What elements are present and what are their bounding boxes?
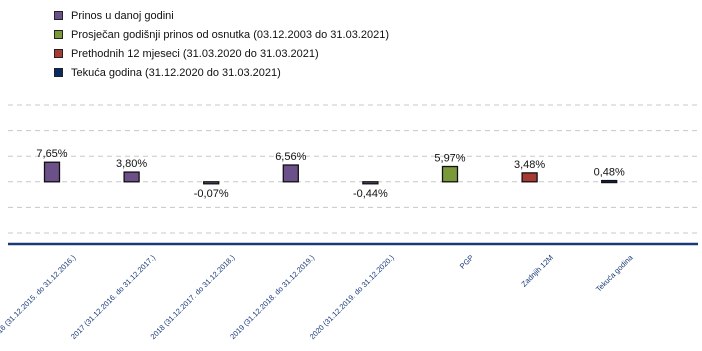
data-label: 3,48%	[514, 159, 545, 171]
data-label: 7,65%	[36, 148, 67, 160]
category-label: 2017 (31.12.2016. do 31.12.2017.)	[69, 253, 157, 341]
category-label: PGP	[458, 253, 476, 271]
chart-legend: Prinos u danoj godini Prosječan godišnji …	[54, 6, 389, 82]
category-label: Zadnjih 12M	[519, 253, 555, 289]
legend-label: Prethodnih 12 mjeseci (31.03.2020 do 31.…	[71, 47, 319, 60]
bar	[441, 165, 459, 183]
bar	[521, 172, 538, 183]
legend-item: Prethodnih 12 mjeseci (31.03.2020 do 31.…	[54, 44, 389, 63]
category-label: 2018 (31.12.2017. do 31.12.2018.)	[149, 253, 237, 341]
bar	[123, 171, 140, 183]
bar	[601, 179, 618, 184]
legend-item: Prinos u danoj godini	[54, 6, 389, 25]
bar	[362, 181, 379, 185]
legend-swatch	[54, 30, 63, 39]
bar	[282, 164, 299, 183]
legend-swatch	[54, 49, 63, 58]
data-label: 6,56%	[275, 151, 306, 163]
legend-label: Tekuća godina (31.12.2020 do 31.03.2021)	[71, 66, 281, 79]
legend-swatch	[54, 68, 63, 77]
legend-swatch	[54, 11, 63, 20]
data-label: 3,80%	[116, 158, 147, 170]
legend-item: Tekuća godina (31.12.2020 do 31.03.2021)	[54, 63, 389, 82]
legend-label: Prosječan godišnji prinos od osnutka (03…	[71, 28, 390, 41]
data-label: -0,07%	[194, 188, 229, 200]
data-label: 5,97%	[434, 153, 465, 165]
legend-item: Prosječan godišnji prinos od osnutka (03…	[54, 25, 389, 44]
legend-label: Prinos u danoj godini	[71, 9, 174, 22]
category-label: 2020 (31.12.2019. do 31.12.2020.)	[308, 253, 396, 341]
category-label: Tekuća godina	[594, 252, 635, 293]
bar	[203, 181, 220, 185]
bar	[43, 161, 61, 183]
data-label: 0,48%	[594, 167, 625, 179]
category-label: 2016 (31.12.2015. do 31.12.2016.)	[0, 253, 78, 341]
category-label: 2019 (31.12.2018. do 31.12.2019.)	[228, 253, 316, 341]
data-label: -0,44%	[353, 188, 388, 200]
